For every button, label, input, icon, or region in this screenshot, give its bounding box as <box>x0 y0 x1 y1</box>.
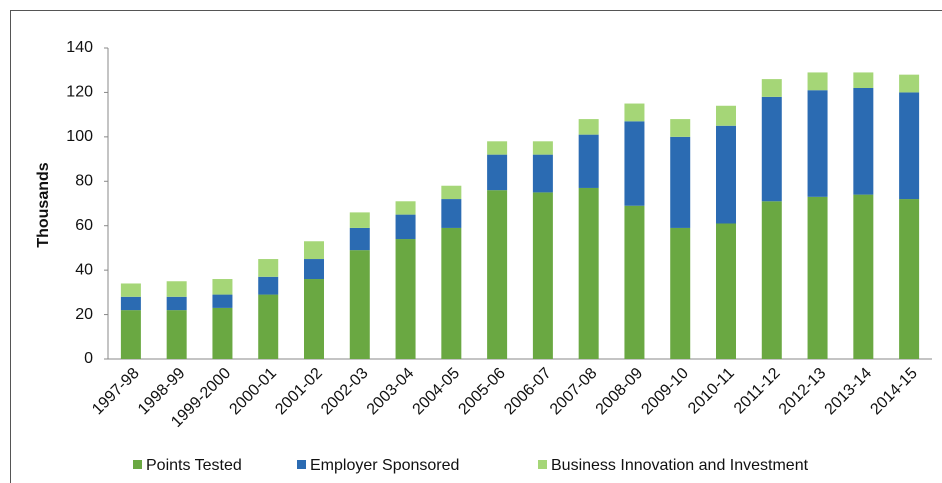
bar-segment <box>487 190 508 359</box>
bar-segment <box>578 119 599 135</box>
bar-segment <box>120 296 141 311</box>
bar-segment <box>304 279 324 359</box>
bar-segment <box>212 307 233 359</box>
bar-segment <box>899 92 920 200</box>
x-tick-label: 2002-03 <box>318 365 372 419</box>
y-tick-label: 40 <box>75 261 93 278</box>
legend-swatch <box>538 460 547 469</box>
bar-segment <box>487 141 508 155</box>
bar-segment <box>212 294 233 308</box>
y-tick-label: 20 <box>75 306 93 323</box>
bar-segment <box>761 96 782 202</box>
x-tick-label: 2006-07 <box>501 365 555 419</box>
bar-segment <box>578 134 599 188</box>
y-tick-label: 100 <box>66 128 93 145</box>
x-tick-label: 2000-01 <box>226 365 280 419</box>
bar-segment <box>349 227 370 251</box>
bar-segment <box>395 214 416 240</box>
bar-segment <box>716 223 736 359</box>
bar-segment <box>624 205 645 359</box>
y-tick-label: 80 <box>75 173 93 190</box>
bar-segment <box>487 154 508 191</box>
bar-segment <box>624 103 645 122</box>
x-tick-label: 1997-98 <box>89 365 143 419</box>
legend-label: Employer Sponsored <box>310 457 459 474</box>
legend-swatch <box>133 460 142 469</box>
bar-segment <box>853 87 874 195</box>
bar-segment <box>761 201 782 359</box>
bar-segment <box>716 125 736 224</box>
x-tick-label: 2004-05 <box>410 365 464 419</box>
x-tick-label: 2014-15 <box>867 365 921 419</box>
x-tick-label: 2011-12 <box>731 365 784 418</box>
legend-label: Business Innovation and Investment <box>551 457 809 474</box>
frame <box>10 10 942 483</box>
bar-segment <box>258 294 279 359</box>
bar-segment <box>212 279 233 295</box>
bar-segment <box>349 212 370 228</box>
bar-segment <box>853 72 874 88</box>
bar-segment <box>304 259 324 280</box>
x-tick-label: 2013-14 <box>822 365 876 419</box>
bar-segment <box>899 74 920 93</box>
bar-segment <box>441 227 462 359</box>
bar-segment <box>761 79 782 97</box>
x-tick-label: 2001-02 <box>272 365 326 419</box>
y-tick-label: 60 <box>75 217 93 234</box>
bar-segment <box>670 227 691 359</box>
legend-swatch <box>297 460 306 469</box>
y-axis-label: Thousands <box>35 162 52 247</box>
bar-segment <box>395 201 416 215</box>
bar-segment <box>395 239 416 359</box>
y-tick-label: 120 <box>66 84 93 101</box>
x-tick-label: 2012-13 <box>776 365 830 419</box>
x-tick-label: 2003-04 <box>364 365 418 419</box>
x-tick-label: 2005-06 <box>455 365 509 419</box>
y-tick-label: 0 <box>84 350 93 367</box>
bar-segment <box>120 310 141 359</box>
bar-segment <box>578 187 599 359</box>
bar-segment <box>166 296 187 311</box>
bar-segment <box>166 281 187 297</box>
bar-segment <box>532 141 553 155</box>
bar-segment <box>120 283 141 297</box>
bar-segment <box>258 259 279 277</box>
bar-segment <box>807 90 828 197</box>
x-tick-label: 2010-11 <box>685 365 738 418</box>
x-tick-label: 2008-09 <box>593 365 647 419</box>
bar-segment <box>532 154 553 193</box>
bar-segment <box>304 241 324 260</box>
bar-segment <box>670 136 691 228</box>
bar-segment <box>716 105 736 126</box>
bar-segment <box>166 310 187 359</box>
bar-segment <box>258 276 279 295</box>
x-tick-label: 2007-08 <box>547 365 601 419</box>
bar-segment <box>624 121 645 206</box>
x-tick-label: 2009-10 <box>638 365 692 419</box>
bar-segment <box>441 185 462 200</box>
bar-segment <box>670 119 691 137</box>
bar-segment <box>532 192 553 359</box>
legend-label: Points Tested <box>146 457 242 474</box>
bar-segment <box>853 194 874 359</box>
bar-segment <box>807 196 828 359</box>
bar-segment <box>441 199 462 228</box>
bar-segment <box>899 199 920 359</box>
bar-segment <box>349 250 370 359</box>
y-tick-label: 140 <box>66 39 93 56</box>
bar-segment <box>807 72 828 91</box>
